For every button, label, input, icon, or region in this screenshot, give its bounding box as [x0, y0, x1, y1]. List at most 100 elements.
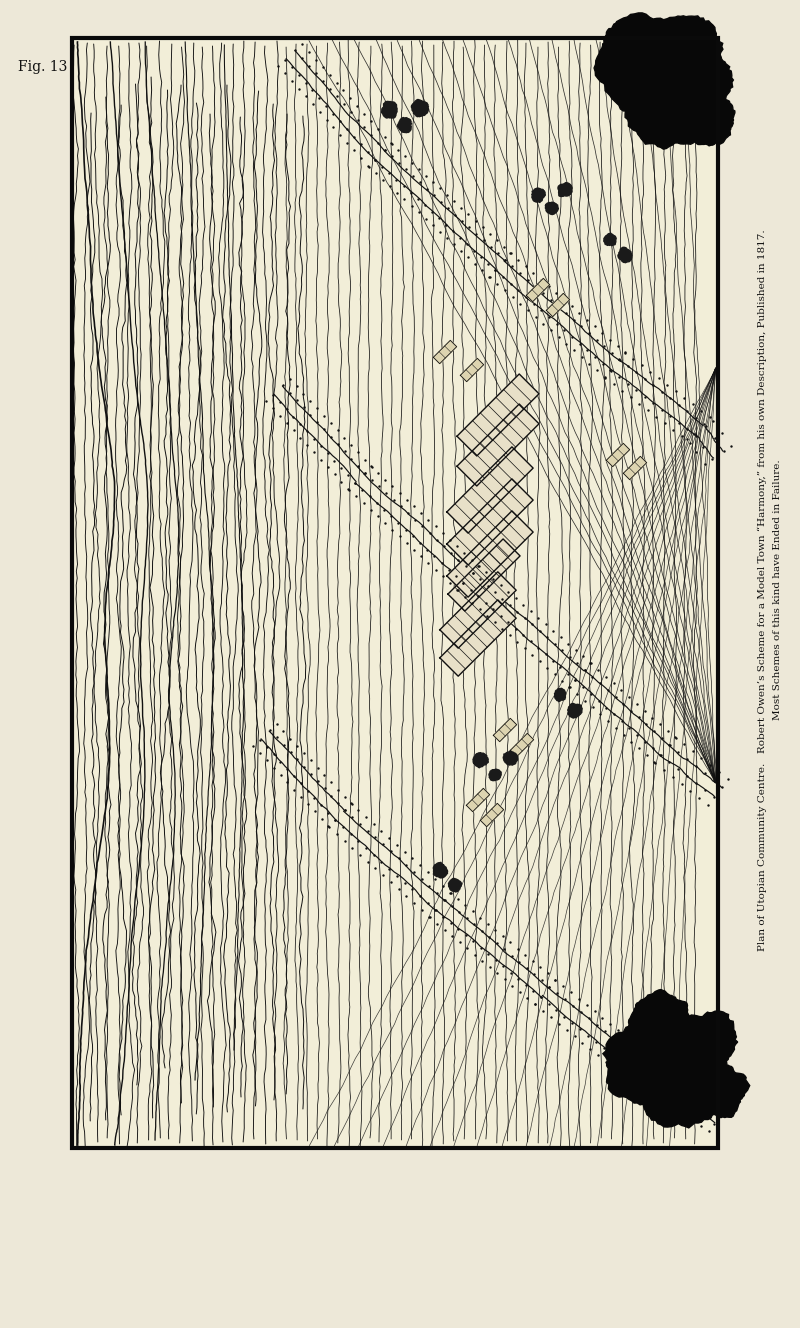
Point — [318, 418, 330, 440]
Point — [663, 734, 676, 756]
Point — [552, 1013, 565, 1035]
Point — [362, 155, 374, 177]
Point — [534, 987, 547, 1008]
Point — [546, 651, 559, 672]
Point — [365, 110, 378, 131]
Point — [481, 575, 494, 596]
Point — [323, 65, 336, 86]
Point — [322, 802, 334, 823]
Point — [422, 509, 435, 530]
Point — [678, 734, 690, 756]
Point — [342, 479, 355, 501]
Point — [459, 555, 472, 576]
Point — [489, 950, 502, 971]
Point — [426, 214, 439, 235]
Point — [406, 847, 418, 869]
Point — [592, 1045, 605, 1066]
Point — [369, 150, 382, 171]
Point — [444, 883, 457, 904]
Point — [556, 671, 569, 692]
Point — [566, 995, 579, 1016]
Point — [311, 757, 324, 778]
Point — [274, 392, 286, 413]
Point — [431, 912, 444, 934]
Point — [652, 368, 665, 389]
Polygon shape — [434, 862, 447, 878]
Point — [385, 871, 398, 892]
Point — [354, 134, 367, 155]
Point — [638, 386, 651, 408]
Point — [524, 631, 537, 652]
Point — [578, 659, 591, 680]
Point — [310, 62, 322, 84]
Point — [375, 851, 388, 872]
Point — [366, 457, 378, 478]
Point — [365, 456, 378, 477]
Point — [589, 316, 602, 337]
Point — [510, 587, 522, 608]
Point — [386, 475, 399, 497]
Point — [658, 758, 670, 780]
Point — [669, 728, 682, 749]
Point — [401, 489, 414, 510]
Point — [370, 493, 383, 514]
Point — [338, 93, 350, 114]
Point — [438, 888, 451, 910]
Point — [391, 182, 404, 203]
Point — [600, 667, 613, 688]
Point — [656, 1080, 669, 1101]
Point — [314, 436, 327, 457]
Point — [704, 754, 717, 776]
Point — [703, 406, 716, 428]
Point — [521, 988, 534, 1009]
Point — [494, 575, 507, 596]
Point — [614, 1033, 627, 1054]
Point — [337, 817, 350, 838]
Point — [554, 627, 567, 648]
Point — [352, 830, 365, 851]
Point — [414, 886, 426, 907]
Point — [578, 659, 591, 680]
Point — [578, 691, 591, 712]
Polygon shape — [601, 21, 662, 80]
Point — [317, 70, 330, 92]
Point — [664, 1068, 677, 1089]
Point — [658, 413, 671, 434]
Point — [432, 207, 445, 228]
Point — [504, 961, 517, 983]
Point — [466, 562, 479, 583]
Point — [560, 333, 573, 355]
Point — [514, 293, 526, 315]
Point — [481, 606, 494, 627]
Point — [277, 374, 290, 396]
Point — [607, 373, 620, 394]
Point — [370, 162, 382, 183]
Point — [415, 502, 428, 523]
Point — [672, 394, 685, 416]
Point — [468, 914, 481, 935]
Point — [296, 48, 309, 69]
Point — [377, 834, 390, 855]
Point — [570, 683, 583, 704]
Point — [380, 482, 393, 503]
Point — [506, 946, 518, 967]
Point — [390, 169, 403, 190]
Point — [406, 165, 419, 186]
Point — [358, 462, 371, 483]
Point — [302, 54, 315, 76]
Point — [664, 405, 677, 426]
Point — [672, 741, 685, 762]
Point — [646, 706, 659, 728]
Point — [511, 600, 524, 622]
Point — [468, 944, 481, 965]
Point — [407, 862, 420, 883]
Point — [332, 793, 345, 814]
Point — [483, 267, 496, 288]
Polygon shape — [669, 44, 734, 114]
Point — [569, 669, 582, 691]
Point — [607, 673, 620, 695]
Point — [527, 263, 540, 284]
Point — [349, 473, 362, 494]
Point — [457, 572, 470, 594]
Point — [577, 676, 590, 697]
